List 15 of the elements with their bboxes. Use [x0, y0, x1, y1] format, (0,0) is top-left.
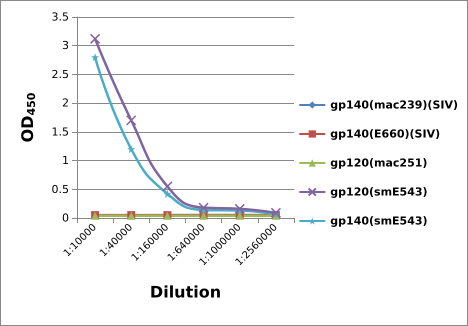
y-tick-label: 2	[62, 96, 69, 110]
legend-label: gp140(mac239)(SIV)	[330, 98, 458, 112]
legend-label: gp120(mac251)	[330, 156, 428, 170]
y-tick-label: 3	[62, 39, 69, 52]
y-tick-label: 0	[62, 212, 69, 224]
y-tick-label: 0.5	[52, 182, 69, 196]
y-tick-label: 1.5	[52, 125, 69, 138]
x-axis-title: Dilution	[150, 282, 222, 302]
y-tick-label: 3.5	[52, 10, 69, 24]
legend-label: gp140(smE543)	[330, 214, 428, 228]
legend-label: gp140(E660)(SIV)	[330, 128, 440, 140]
legend-label: gp120(smE543)	[330, 186, 428, 198]
y-axis-title: OD450	[18, 92, 38, 142]
y-tick-label: 2.5	[52, 68, 69, 81]
y-tick-label: 1	[62, 154, 69, 168]
